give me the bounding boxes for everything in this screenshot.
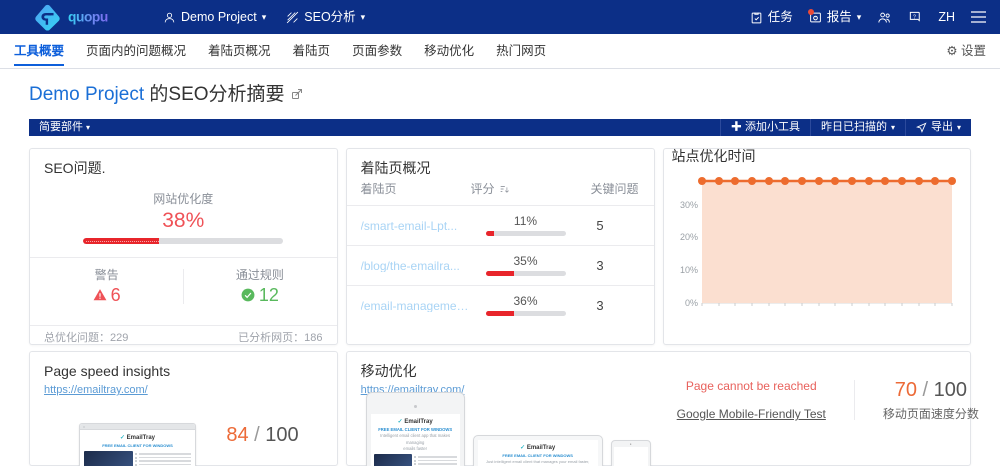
svg-text:30%: 30% — [679, 200, 697, 210]
svg-text:?: ? — [913, 14, 916, 20]
svg-text:0%: 0% — [684, 298, 697, 308]
svg-text:20%: 20% — [679, 232, 697, 242]
svg-text:10%: 10% — [679, 265, 697, 275]
svg-text:quopu: quopu — [68, 9, 108, 24]
